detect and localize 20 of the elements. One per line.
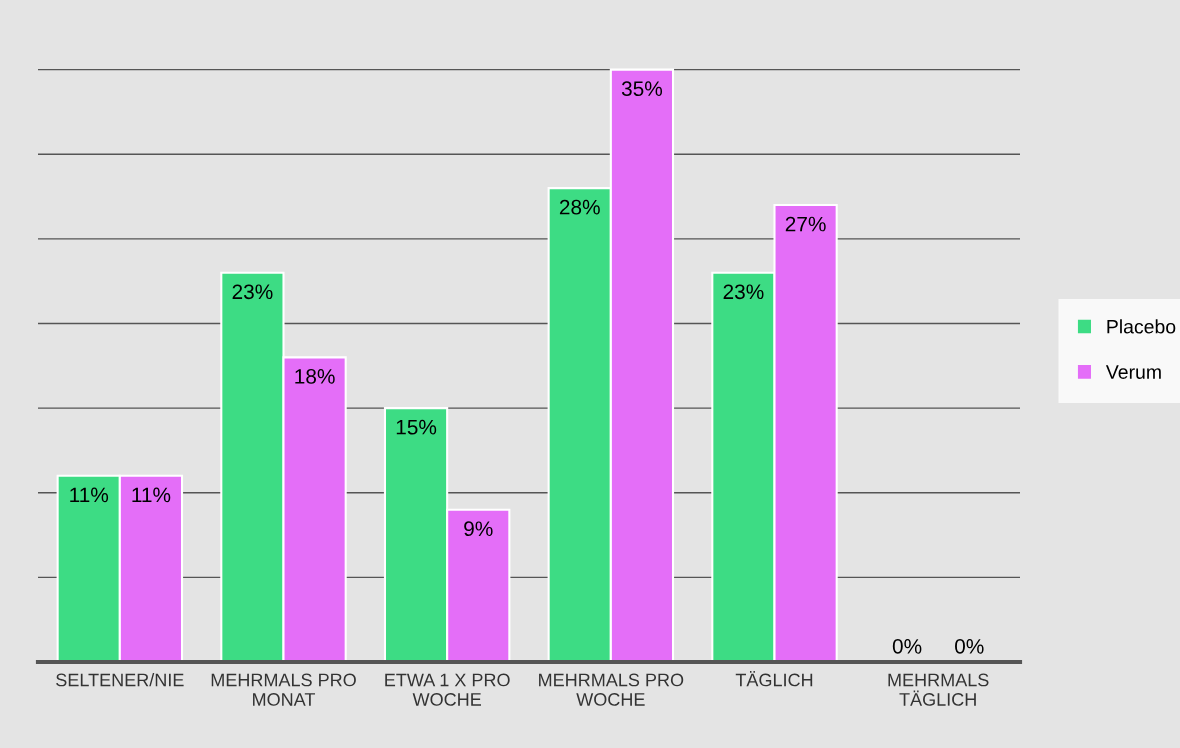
x-tick-label: ETWA 1 X PRO WOCHE bbox=[385, 673, 510, 706]
data-label: 11% bbox=[70, 487, 109, 503]
legend-label: Verum bbox=[1105, 365, 1161, 379]
x-tick-label: MEHRMALS PRO WOCHE bbox=[539, 673, 684, 706]
data-label: 15% bbox=[396, 419, 437, 435]
data-label: 23% bbox=[232, 284, 273, 300]
data-label: 11% bbox=[132, 487, 171, 503]
data-label: 9% bbox=[464, 521, 493, 537]
x-tick-label: TÄGLICH bbox=[735, 671, 813, 687]
data-label: 35% bbox=[621, 81, 663, 97]
data-label: 27% bbox=[785, 216, 826, 232]
x-tick-label: MEHRMALS TÄGLICH bbox=[888, 673, 989, 706]
x-tick-label: SELTENER/NIE bbox=[56, 673, 184, 687]
x-tick-label: MEHRMALS PRO MONAT bbox=[211, 673, 356, 706]
data-label: 0% bbox=[892, 638, 922, 654]
data-label: 18% bbox=[295, 369, 335, 384]
data-label: 0% bbox=[955, 638, 984, 654]
data-label: 28% bbox=[559, 199, 600, 215]
data-label: 23% bbox=[723, 284, 764, 300]
legend-label: Placebo bbox=[1107, 319, 1176, 334]
